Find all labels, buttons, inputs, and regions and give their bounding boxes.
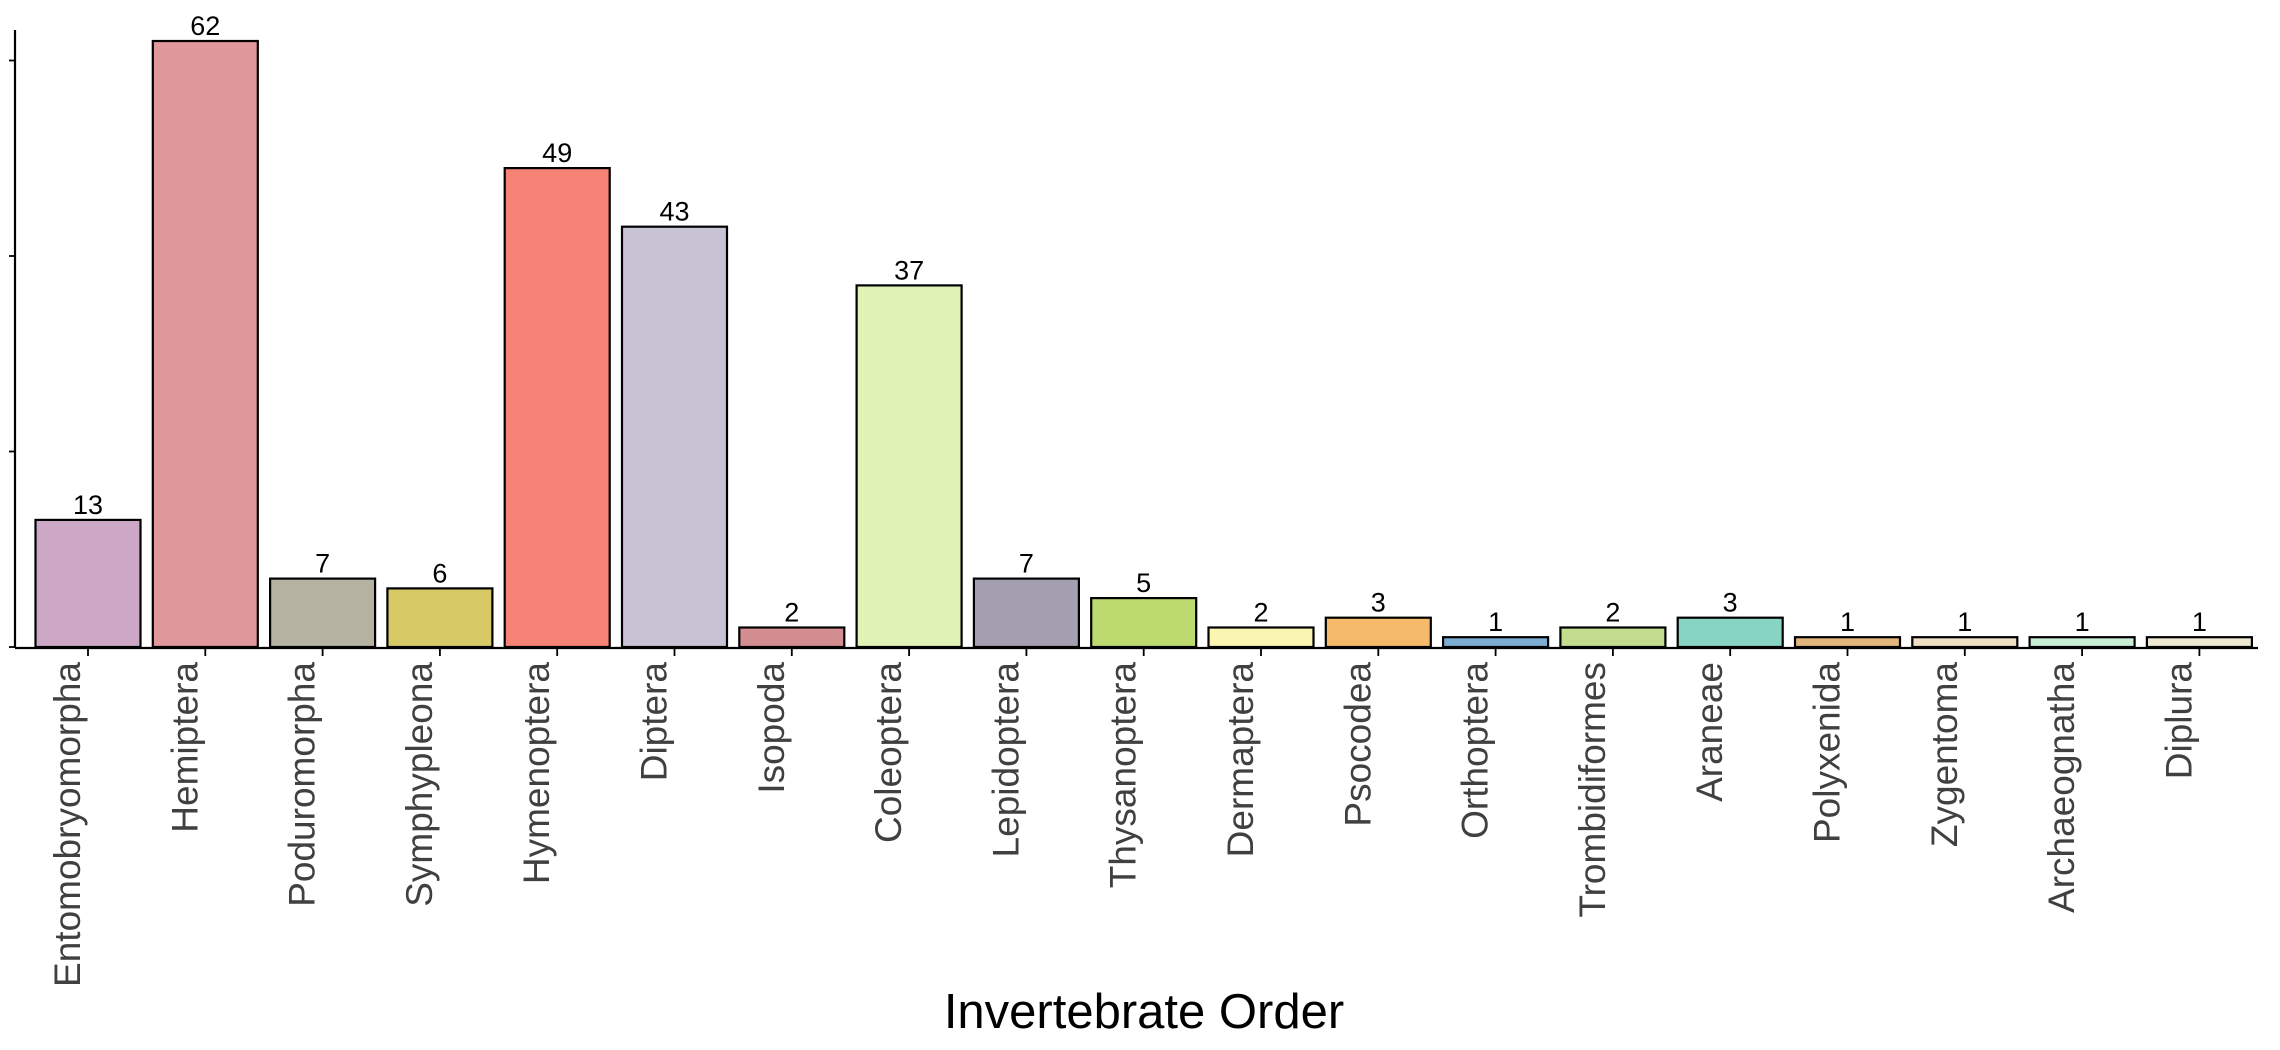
x-tick-label-zygentoma: Zygentoma <box>1924 662 1965 848</box>
bar-thysanoptera <box>1090 596 1198 649</box>
data-labels: 13 62 7 6 49 43 2 37 7 5 2 3 1 2 3 1 1 1 1 <box>73 11 2207 637</box>
x-tick-label-dermaptera: Dermaptera <box>1220 662 1261 858</box>
bar-isopoda <box>738 626 846 649</box>
x-tick-label-lepidoptera: Lepidoptera <box>985 662 1026 858</box>
bar-hemiptera <box>151 39 259 649</box>
bar-polyxenida <box>1793 636 1902 649</box>
x-tick-label-trombidiformes: Trombidiformes <box>1572 662 1613 918</box>
x-tick-label-isopoda: Isopoda <box>751 662 792 794</box>
bar-coleoptera <box>855 284 963 649</box>
data-label-isopoda: 2 <box>784 598 799 628</box>
data-label-coleoptera: 37 <box>894 255 924 285</box>
data-label-entomobryomorpha: 13 <box>73 490 103 520</box>
x-axis-title: Invertebrate Order <box>944 985 1344 1039</box>
ticks: Entomobryomorpha Hemiptera Poduromorpha Sym… <box>9 59 2201 987</box>
x-tick-label-araneae: Araneae <box>1689 662 1730 802</box>
data-label-orthoptera: 1 <box>1488 607 1503 637</box>
data-label-poduromorpha: 7 <box>315 549 330 579</box>
data-label-dermaptera: 2 <box>1253 598 1268 628</box>
data-label-thysanoptera: 5 <box>1136 568 1151 598</box>
x-tick-label-polyxenida: Polyxenida <box>1807 662 1848 843</box>
x-tick-label-archaeognatha: Archaeognatha <box>2041 662 2082 913</box>
x-tick-label-symphypleona: Symphypleona <box>399 662 440 907</box>
data-label-polyxenida: 1 <box>1840 607 1855 637</box>
x-tick-label-hymenoptera: Hymenoptera <box>516 662 557 885</box>
x-tick-label-orthoptera: Orthoptera <box>1455 662 1496 839</box>
data-label-diplura: 1 <box>2192 607 2207 637</box>
x-tick-label-diplura: Diplura <box>2158 662 2199 780</box>
data-label-hemiptera: 62 <box>190 11 220 41</box>
bar-poduromorpha <box>269 577 377 649</box>
x-tick-label-coleoptera: Coleoptera <box>868 662 909 843</box>
bars <box>34 39 2253 649</box>
bar-dermaptera <box>1207 626 1315 649</box>
data-label-diptera: 43 <box>659 197 689 227</box>
bar-entomobryomorpha <box>34 518 142 649</box>
bar-archaeognatha <box>2028 636 2136 649</box>
x-tick-label-poduromorpha: Poduromorpha <box>282 662 323 907</box>
x-tick-label-thysanoptera: Thysanoptera <box>1103 662 1144 889</box>
bar-hymenoptera <box>503 167 611 649</box>
data-label-trombidiformes: 2 <box>1605 598 1620 628</box>
data-label-lepidoptera: 7 <box>1019 549 1034 579</box>
bar-symphypleona <box>386 587 494 649</box>
bar-trombidiformes <box>1559 626 1667 649</box>
data-label-archaeognatha: 1 <box>2075 607 2090 637</box>
data-label-symphypleona: 6 <box>432 558 447 588</box>
bar-araneae <box>1676 616 1784 649</box>
bar-lepidoptera <box>972 577 1081 649</box>
bar-diplura <box>2145 636 2253 649</box>
x-tick-label-hemiptera: Hemiptera <box>164 662 205 833</box>
data-label-psocodea: 3 <box>1371 588 1386 618</box>
data-label-hymenoptera: 49 <box>542 138 572 168</box>
bar-orthoptera <box>1441 636 1550 649</box>
bar-psocodea <box>1324 616 1432 649</box>
data-label-zygentoma: 1 <box>1957 607 1972 637</box>
bar-diptera <box>620 225 729 649</box>
x-tick-label-psocodea: Psocodea <box>1337 662 1378 827</box>
x-tick-label-diptera: Diptera <box>634 662 675 782</box>
x-tick-label-entomobryomorpha: Entomobryomorpha <box>47 662 88 987</box>
bar-zygentoma <box>1911 636 2019 649</box>
data-label-araneae: 3 <box>1723 588 1738 618</box>
axes <box>13 30 2258 650</box>
